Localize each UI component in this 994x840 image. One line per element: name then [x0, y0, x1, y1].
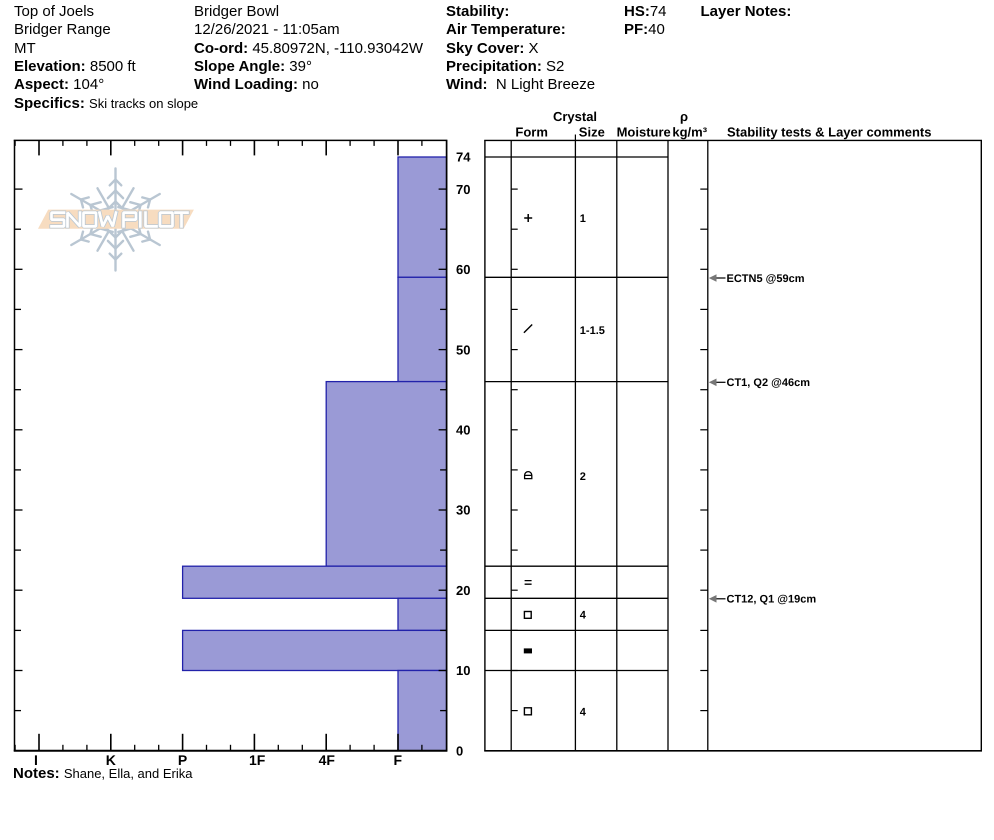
svg-text:CT12, Q1 @19cm: CT12, Q1 @19cm	[727, 594, 817, 606]
svg-text:ρ: ρ	[680, 109, 688, 124]
svg-text:50: 50	[456, 342, 470, 357]
svg-text:20: 20	[456, 583, 470, 598]
svg-text:CT1, Q2 @46cm: CT1, Q2 @46cm	[727, 377, 811, 389]
svg-text:Form: Form	[515, 124, 548, 139]
svg-text:1: 1	[580, 213, 586, 225]
svg-text:K: K	[106, 752, 116, 768]
svg-text:Size: Size	[579, 124, 605, 139]
svg-text:74: 74	[456, 150, 471, 165]
svg-text:1F: 1F	[249, 752, 266, 768]
svg-text:2: 2	[580, 471, 586, 483]
svg-text:Stability tests & Layer commen: Stability tests & Layer comments	[727, 124, 931, 139]
svg-text:30: 30	[456, 503, 470, 518]
svg-text:4F: 4F	[319, 752, 336, 768]
svg-text:0: 0	[456, 743, 463, 758]
svg-text:60: 60	[456, 262, 470, 277]
svg-text:4: 4	[580, 706, 587, 718]
svg-text:10: 10	[456, 663, 470, 678]
svg-text:ECTN5 @59cm: ECTN5 @59cm	[727, 273, 805, 285]
svg-text:I: I	[34, 752, 38, 768]
svg-text:40: 40	[456, 423, 470, 438]
svg-text:70: 70	[456, 182, 470, 197]
svg-text:kg/m³: kg/m³	[672, 124, 707, 139]
svg-text:F: F	[394, 752, 403, 768]
svg-text:4: 4	[580, 610, 587, 622]
svg-text:1-1.5: 1-1.5	[580, 325, 605, 337]
svg-text:P: P	[178, 752, 187, 768]
svg-text:Crystal: Crystal	[553, 109, 597, 124]
svg-text:Moisture: Moisture	[617, 124, 671, 139]
